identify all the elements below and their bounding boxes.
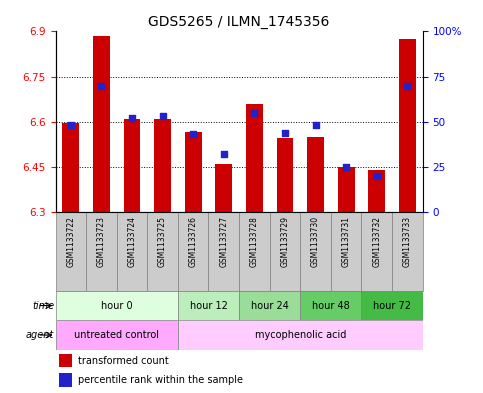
Text: GSM1133724: GSM1133724 — [128, 216, 137, 267]
Bar — [178, 212, 209, 291]
Bar — [307, 137, 324, 212]
Point — [342, 164, 350, 170]
Bar — [93, 36, 110, 212]
Text: hour 24: hour 24 — [251, 301, 289, 310]
Point — [312, 122, 319, 129]
Bar — [62, 123, 79, 212]
Title: GDS5265 / ILMN_1745356: GDS5265 / ILMN_1745356 — [148, 15, 330, 29]
Bar — [361, 291, 423, 320]
Bar — [239, 212, 270, 291]
Text: hour 12: hour 12 — [189, 301, 227, 310]
Bar — [56, 212, 86, 291]
Bar — [147, 212, 178, 291]
Bar — [59, 373, 72, 387]
Text: GSM1133728: GSM1133728 — [250, 216, 259, 267]
Text: mycophenolic acid: mycophenolic acid — [255, 330, 346, 340]
Bar — [239, 291, 300, 320]
Bar — [215, 164, 232, 212]
Point — [281, 130, 289, 136]
Text: GSM1133727: GSM1133727 — [219, 216, 228, 267]
Bar — [124, 119, 141, 212]
Bar — [277, 138, 293, 212]
Text: percentile rank within the sample: percentile rank within the sample — [78, 375, 242, 386]
Point — [67, 122, 75, 129]
Text: untreated control: untreated control — [74, 330, 159, 340]
Text: GSM1133731: GSM1133731 — [341, 216, 351, 267]
Text: hour 72: hour 72 — [373, 301, 411, 310]
Bar — [59, 354, 72, 367]
Text: GSM1133729: GSM1133729 — [281, 216, 289, 267]
Bar — [369, 170, 385, 212]
Bar — [154, 119, 171, 212]
Bar — [338, 167, 355, 212]
Bar — [56, 320, 178, 350]
Point — [98, 83, 105, 89]
Text: GSM1133725: GSM1133725 — [158, 216, 167, 267]
Bar — [300, 291, 361, 320]
Bar — [246, 104, 263, 212]
Bar — [185, 132, 201, 212]
Text: GSM1133723: GSM1133723 — [97, 216, 106, 267]
Point — [373, 173, 381, 179]
Text: GSM1133732: GSM1133732 — [372, 216, 381, 267]
Text: time: time — [32, 301, 54, 310]
Bar — [178, 320, 423, 350]
Text: hour 0: hour 0 — [101, 301, 132, 310]
Bar — [86, 212, 117, 291]
Text: hour 48: hour 48 — [312, 301, 350, 310]
Point — [189, 131, 197, 138]
Text: agent: agent — [26, 330, 54, 340]
Point — [251, 110, 258, 116]
Text: GSM1133726: GSM1133726 — [189, 216, 198, 267]
Text: GSM1133730: GSM1133730 — [311, 216, 320, 267]
Text: GSM1133733: GSM1133733 — [403, 216, 412, 267]
Bar — [209, 212, 239, 291]
Bar — [331, 212, 361, 291]
Point — [159, 113, 167, 119]
Point — [128, 115, 136, 121]
Bar — [399, 39, 416, 212]
Bar — [392, 212, 423, 291]
Text: transformed count: transformed count — [78, 356, 168, 366]
Bar — [361, 212, 392, 291]
Bar — [270, 212, 300, 291]
Bar — [300, 212, 331, 291]
Point — [403, 83, 411, 89]
Point — [220, 151, 227, 158]
Text: GSM1133722: GSM1133722 — [66, 216, 75, 267]
Bar — [56, 291, 178, 320]
Bar — [178, 291, 239, 320]
Bar — [117, 212, 147, 291]
